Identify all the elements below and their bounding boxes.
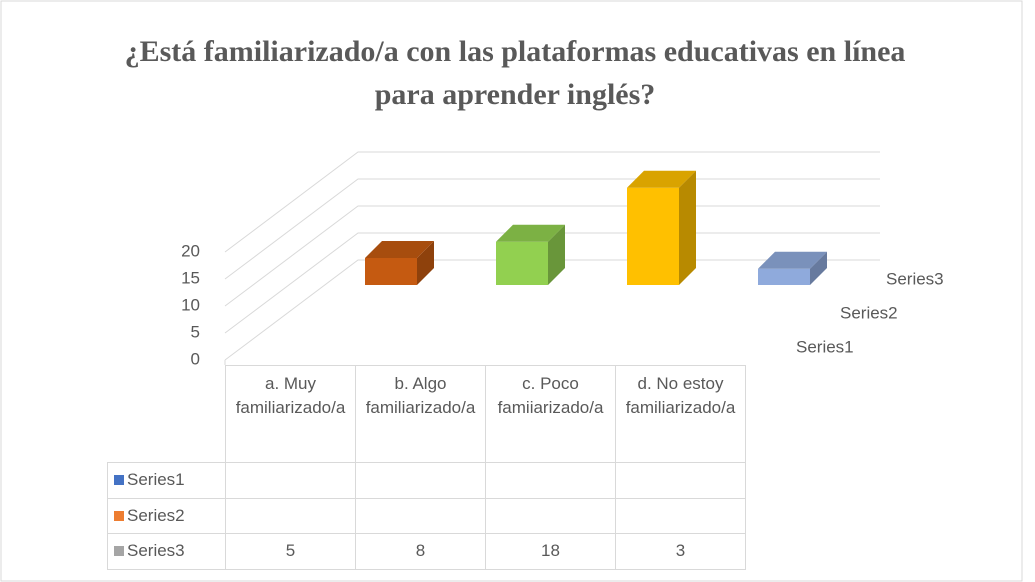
- y-tick-label: 10: [181, 295, 200, 314]
- depth-label: Series2: [840, 303, 898, 322]
- bar: [496, 224, 565, 285]
- bar-side: [679, 170, 696, 285]
- table-value: [485, 462, 616, 499]
- depth-label: Series3: [886, 269, 944, 288]
- bar: [758, 251, 827, 285]
- x-tick-label: b. Algo familiarizado/a: [355, 365, 486, 463]
- x-tick-label: d. No estoy familiarizado/a: [615, 365, 746, 463]
- table-value: [355, 462, 486, 499]
- table-value: [615, 497, 746, 534]
- legend-label: Series3: [127, 541, 185, 561]
- table-value: [225, 462, 356, 499]
- grid-line: [224, 151, 880, 253]
- bar: [627, 170, 696, 285]
- bar-front: [758, 268, 810, 285]
- bar-front: [496, 241, 548, 285]
- grid-line: [224, 178, 880, 280]
- table-value: [355, 497, 486, 534]
- bar-top: [496, 224, 565, 242]
- table-value: [615, 462, 746, 499]
- legend-swatch: [114, 510, 124, 521]
- table-value: 5: [225, 533, 356, 570]
- table-value: [485, 497, 616, 534]
- y-tick-label: 20: [181, 241, 200, 260]
- depth-label: Series1: [796, 337, 854, 356]
- grid-line: [224, 259, 880, 361]
- table-value: 18: [485, 533, 616, 570]
- legend-swatch: [114, 546, 124, 557]
- bar: [365, 241, 434, 285]
- table-value: 8: [355, 533, 486, 570]
- bar-side: [548, 224, 565, 285]
- chart-title: ¿Está familiarizado/a con las plataforma…: [124, 35, 906, 111]
- legend-label: Series1: [127, 470, 185, 490]
- grid-line: [224, 232, 880, 334]
- bar-side: [810, 251, 827, 285]
- y-tick-label: 0: [191, 349, 200, 368]
- bar-top: [627, 170, 696, 188]
- y-tick-label: 15: [181, 268, 200, 287]
- legend-swatch: [114, 475, 124, 486]
- bar-front: [365, 258, 417, 285]
- x-tick-label: a. Muy familiarizado/a: [225, 365, 356, 463]
- table-value: [225, 497, 356, 534]
- bar-front: [627, 187, 679, 285]
- grid-line: [224, 205, 880, 307]
- bar-top: [365, 241, 434, 258]
- x-tick-label: c. Poco famiiarizado/a: [485, 365, 616, 463]
- bar-top: [758, 251, 827, 269]
- bar-side: [417, 241, 434, 285]
- legend-label: Series2: [127, 505, 185, 525]
- table-value: 3: [615, 533, 746, 570]
- legend-key: Series2: [107, 497, 226, 534]
- legend-key: Series3: [107, 533, 226, 570]
- legend-key: Series1: [107, 462, 226, 499]
- y-tick-label: 5: [191, 322, 200, 341]
